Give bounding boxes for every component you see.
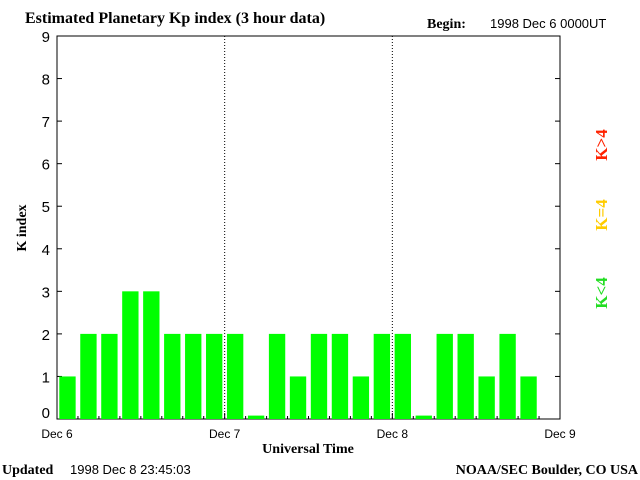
x-tick-label: Dec 8 [377, 427, 409, 441]
kp-bar [436, 333, 453, 419]
kp-bar [59, 376, 76, 419]
kp-bar [457, 333, 474, 419]
kp-bar [122, 291, 139, 419]
x-axis-ticks: Dec 6 Dec 7 Dec 8 Dec 9 [41, 413, 576, 441]
y-tick-label: 1 [42, 369, 50, 386]
kp-bar [206, 333, 223, 419]
begin-value: 1998 Dec 6 0000UT [490, 16, 606, 31]
updated-value: 1998 Dec 8 23:45:03 [70, 462, 191, 477]
kp-bar [185, 333, 202, 419]
source-credit: NOAA/SEC Boulder, CO USA [456, 463, 639, 478]
kp-bar [478, 376, 495, 419]
x-tick-label: Dec 7 [209, 427, 241, 441]
kp-bar [268, 333, 286, 419]
kp-bar [247, 415, 265, 419]
x-tick-label: Dec 9 [544, 427, 576, 441]
legend-entry: K>4 [592, 129, 611, 161]
legend: K<4 K=4 K>4 [592, 129, 611, 309]
y-tick-label: 7 [42, 114, 50, 131]
begin-label: Begin: [427, 17, 466, 32]
kp-bar [143, 291, 160, 419]
y-tick-label: 2 [42, 327, 50, 344]
kp-bar [415, 415, 432, 419]
kp-bar [80, 333, 97, 419]
y-tick-label: 6 [42, 157, 50, 174]
day-dividers [224, 36, 393, 419]
kp-bar [310, 333, 328, 419]
legend-entry: K<4 [592, 277, 611, 309]
kp-bar [520, 376, 537, 419]
y-tick-label: 0 [42, 405, 50, 422]
chart-title: Estimated Planetary Kp index (3 hour dat… [25, 10, 325, 27]
y-tick-label: 4 [42, 242, 50, 259]
kp-bar [101, 333, 118, 419]
y-tick-label: 8 [42, 72, 50, 89]
y-axis-label: K index [15, 204, 30, 251]
y-tick-label: 3 [42, 284, 50, 301]
kp-bar [499, 333, 516, 419]
kp-bar [373, 333, 391, 419]
y-tick-label: 5 [42, 199, 50, 216]
x-axis-label: Universal Time [262, 442, 354, 457]
kp-bar [164, 333, 181, 419]
kp-bar [226, 333, 244, 419]
x-tick-label: Dec 6 [41, 427, 73, 441]
kp-bar [352, 376, 370, 419]
y-axis-ticks: 0 1 2 3 4 5 6 7 8 9 [42, 29, 560, 422]
kp-bars [59, 291, 537, 419]
legend-entry: K=4 [592, 199, 611, 231]
updated-label: Updated [2, 463, 54, 478]
kp-bar [289, 376, 307, 419]
y-tick-label: 9 [42, 29, 50, 46]
kp-bar [394, 333, 411, 419]
kp-bar [331, 333, 349, 419]
